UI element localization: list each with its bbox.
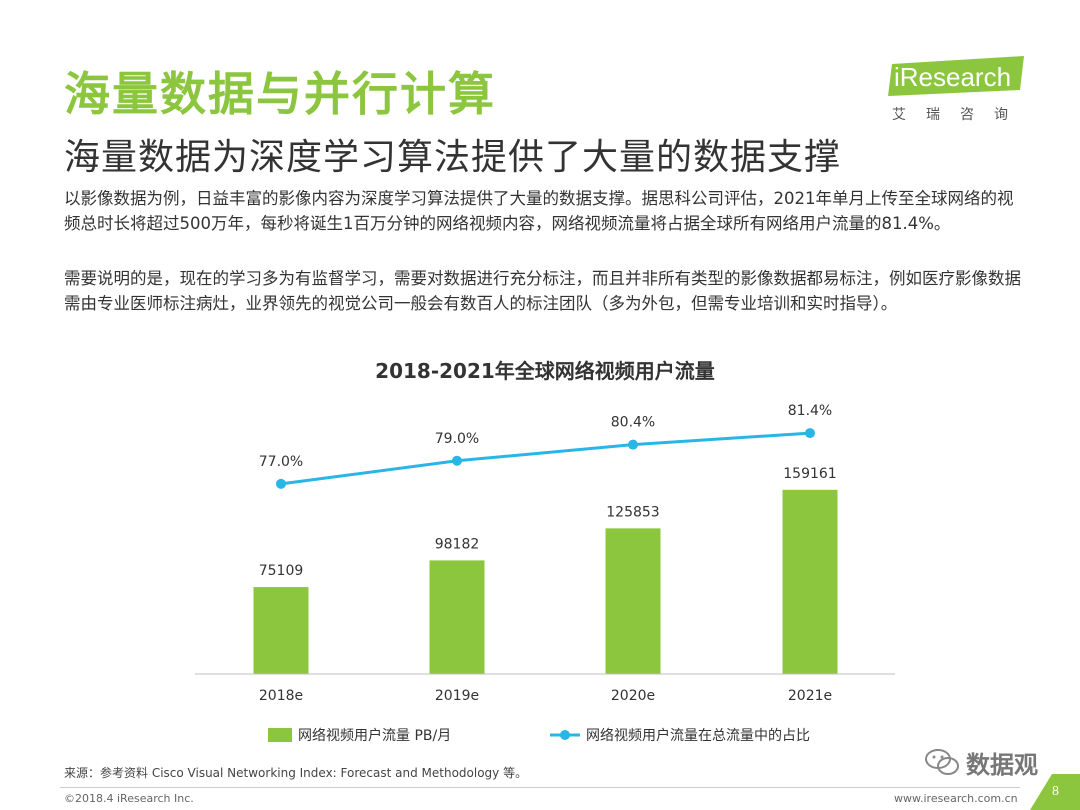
x-tick-label: 2020e: [611, 688, 655, 704]
logo-wordmark: iResearch: [894, 62, 1012, 92]
logo-badge-icon: [888, 56, 1024, 96]
share-line: [280, 431, 811, 486]
watermark-text: 数据观: [966, 750, 1038, 779]
page-subtitle: 海量数据为深度学习算法提供了大量的数据支撑: [64, 137, 842, 178]
page-number: 8: [1052, 784, 1059, 799]
body-paragraph-2: 需要说明的是，现在的学习多为有监督学习，需要对数据进行充分标注，而且并非所有类型…: [64, 269, 1021, 313]
share-point-2018e: [276, 478, 286, 489]
share-label-2020e: 80.4%: [611, 415, 655, 431]
website-url: www.iresearch.com.cn: [894, 792, 1018, 805]
watermark: 数据观: [924, 744, 1038, 780]
share-label-2019e: 79.0%: [435, 431, 479, 447]
share-point-2021e: [805, 428, 815, 439]
wechat-icon: [925, 749, 959, 775]
x-tick-label: 2018e: [259, 688, 303, 704]
legend-line-label: 网络视频用户流量在总流量中的占比: [586, 727, 810, 744]
bar-2018e: [253, 587, 309, 674]
bar-2020e: [605, 528, 661, 674]
source-note: 来源：参考资料 Cisco Visual Networking Index: F…: [64, 766, 528, 780]
bar-label-2021e: 159161: [783, 466, 836, 482]
x-tick-label: 2021e: [788, 688, 832, 704]
bar-2021e: [782, 489, 838, 674]
iresearch-logo: iResearch 艾瑞咨询: [888, 56, 1038, 126]
bar-label-2018e: 75109: [259, 563, 304, 579]
body-paragraph-1: 以影像数据为例，日益丰富的影像内容为深度学习算法提供了大量的数据支撑。据思科公司…: [64, 189, 1014, 233]
page-number-badge-icon: [1030, 774, 1080, 810]
bar-label-2019e: 98182: [435, 536, 480, 552]
page-title: 海量数据与并行计算: [64, 67, 496, 121]
share-point-2019e: [452, 455, 462, 466]
logo-chinese: 艾瑞咨询: [892, 107, 1028, 123]
bar-label-2020e: 125853: [606, 504, 659, 520]
share-point-2020e: [628, 439, 638, 450]
share-label-2021e: 81.4%: [788, 403, 832, 419]
footer-divider: [60, 787, 1020, 788]
legend-bar-label: 网络视频用户流量 PB/月: [298, 727, 451, 744]
share-label-2018e: 77.0%: [259, 454, 303, 470]
traffic-chart: 2018-2021年全球网络视频用户流量 75109 98182 125853 159…: [195, 359, 895, 744]
legend-bar-swatch: [268, 728, 292, 742]
x-tick-label: 2019e: [435, 688, 479, 704]
bar-2019e: [429, 560, 485, 674]
chart-title: 2018-2021年全球网络视频用户流量: [375, 359, 715, 383]
legend-line-marker: [560, 730, 570, 740]
copyright: ©2018.4 iResearch Inc.: [64, 792, 194, 805]
